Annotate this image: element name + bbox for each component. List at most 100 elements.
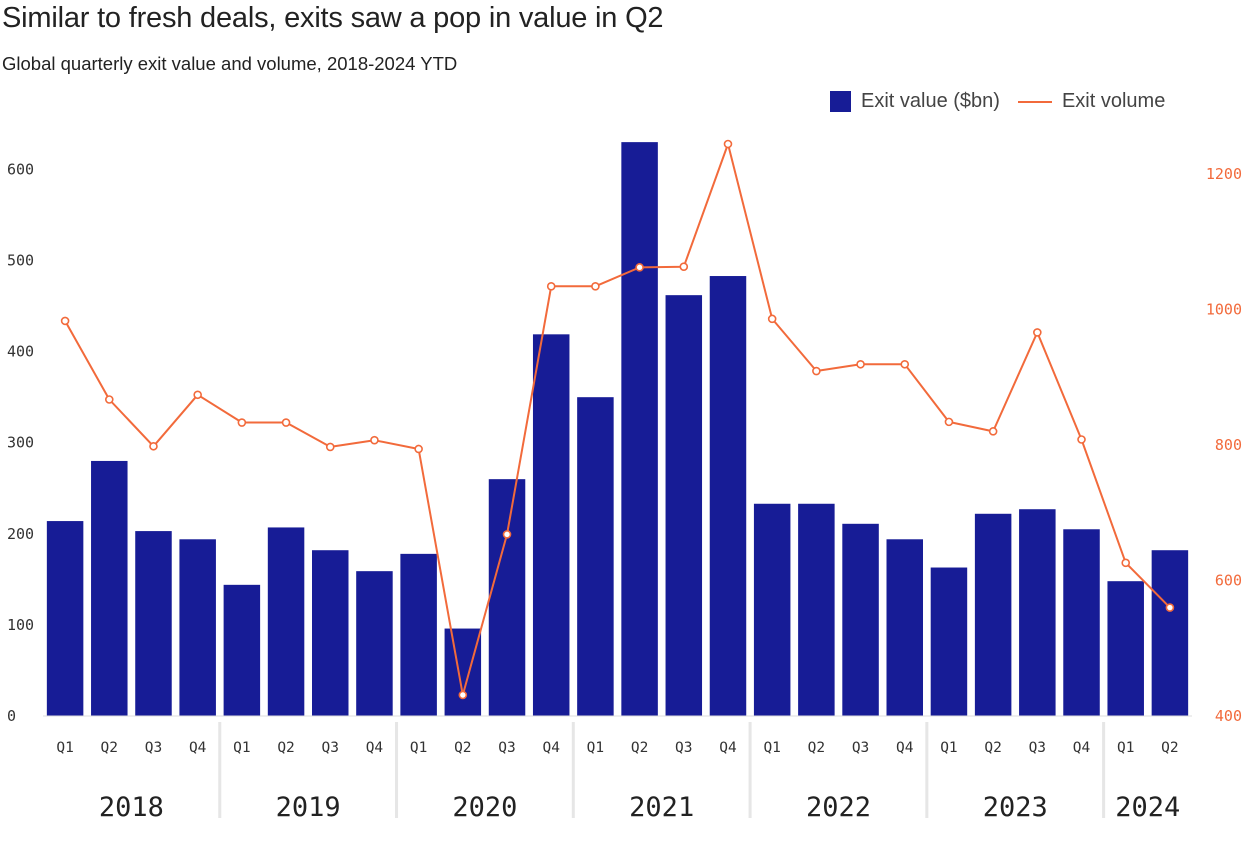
y-right-tick-label: 600 (1215, 571, 1242, 589)
bar (842, 523, 879, 716)
bar (753, 503, 791, 716)
bar (267, 527, 305, 716)
bar (91, 460, 128, 716)
bar (488, 479, 526, 716)
legend-bar-swatch (830, 91, 851, 112)
quarter-label: Q4 (896, 740, 914, 756)
year-label: 2023 (983, 792, 1048, 823)
bar (1019, 509, 1056, 716)
bar (312, 550, 349, 716)
quarter-label: Q1 (233, 740, 250, 756)
year-label: 2019 (276, 792, 341, 823)
volume-point (193, 390, 202, 400)
volume-point (502, 530, 512, 539)
quarter-label: Q2 (808, 740, 825, 756)
quarter-label: Q2 (631, 740, 648, 756)
bar (46, 521, 84, 716)
bar (356, 571, 393, 716)
volume-point (723, 139, 733, 149)
quarter-label: Q3 (852, 740, 869, 756)
bar (179, 539, 216, 716)
year-label: 2018 (99, 792, 164, 823)
volume-point (104, 395, 114, 404)
volume-point (325, 442, 335, 452)
volume-point (856, 359, 865, 369)
bar (532, 334, 570, 716)
bar (223, 584, 261, 716)
volume-point (546, 282, 556, 291)
y-left-tick-label: 100 (7, 616, 34, 634)
quarter-label: Q3 (1029, 740, 1046, 756)
quarter-label: Q1 (56, 740, 73, 756)
volume-point (812, 366, 821, 376)
quarter-label: Q4 (719, 740, 737, 756)
y-left-tick-label: 200 (7, 525, 34, 543)
quarter-label: Q1 (940, 740, 957, 756)
volume-point (635, 263, 644, 272)
y-left-tick-label: 0 (7, 707, 16, 725)
quarter-label: Q2 (101, 740, 118, 756)
volume-point (237, 418, 247, 427)
y-left-tick-label: 300 (7, 434, 34, 452)
quarter-label: Q2 (454, 740, 471, 756)
volume-point (944, 417, 954, 427)
legend-volume-label: Exit volume (1061, 90, 1166, 112)
volume-line (64, 143, 1171, 696)
volume-point (458, 690, 468, 700)
year-label: 2021 (629, 792, 694, 823)
quarter-label: Q1 (763, 740, 780, 756)
bar (886, 539, 923, 716)
quarter-label: Q4 (542, 740, 560, 756)
volume-point (370, 435, 379, 445)
volume-point (60, 316, 70, 326)
quarter-label: Q3 (145, 740, 162, 756)
bar (400, 553, 437, 716)
volume-point (1077, 435, 1086, 444)
year-label: 2022 (806, 792, 871, 823)
quarter-label: Q2 (277, 740, 294, 756)
quarter-label: Q3 (675, 740, 692, 756)
quarter-label: Q4 (366, 740, 384, 756)
bar (1151, 550, 1189, 716)
bar (444, 628, 482, 716)
legend-line-swatch (1017, 100, 1052, 103)
bar (1107, 581, 1144, 716)
y-left-tick-label: 500 (7, 252, 34, 270)
legend: Exit value ($bn) Exit volume (830, 90, 1165, 113)
volume-point (281, 418, 291, 427)
volume-point (767, 314, 777, 324)
y-right-tick-label: 800 (1215, 436, 1242, 454)
bar (577, 397, 614, 716)
y-right-tick-label: 1000 (1206, 300, 1242, 318)
bar (135, 531, 172, 716)
quarter-label: Q1 (1117, 740, 1134, 756)
volume-point (1033, 328, 1042, 337)
year-label: 2024 (1115, 792, 1180, 823)
volume-point (591, 282, 600, 291)
bar (621, 142, 658, 716)
volume-point (900, 359, 910, 369)
bar (974, 513, 1012, 716)
quarter-label: Q1 (410, 740, 427, 756)
chart-title: Similar to fresh deals, exits saw a pop … (2, 2, 664, 34)
quarter-label: Q4 (1073, 740, 1091, 756)
volume-point (149, 441, 158, 451)
bar (665, 295, 703, 716)
quarter-label: Q3 (322, 740, 339, 756)
bar (930, 567, 968, 716)
y-left-tick-label: 400 (7, 343, 34, 361)
y-left-tick-label: 600 (7, 160, 34, 178)
quarter-label: Q2 (1161, 740, 1178, 756)
bar (1063, 529, 1100, 716)
y-right-tick-label: 400 (1215, 707, 1242, 725)
bar (798, 503, 835, 716)
quarter-label: Q3 (498, 740, 515, 756)
quarter-label: Q1 (587, 740, 604, 756)
volume-point (679, 262, 689, 271)
year-label: 2020 (452, 792, 517, 823)
quarter-label: Q2 (984, 740, 1001, 756)
chart-subtitle: Global quarterly exit value and volume, … (2, 53, 458, 74)
quarter-label: Q4 (189, 740, 207, 756)
legend-value-label: Exit value ($bn) (861, 90, 1000, 112)
